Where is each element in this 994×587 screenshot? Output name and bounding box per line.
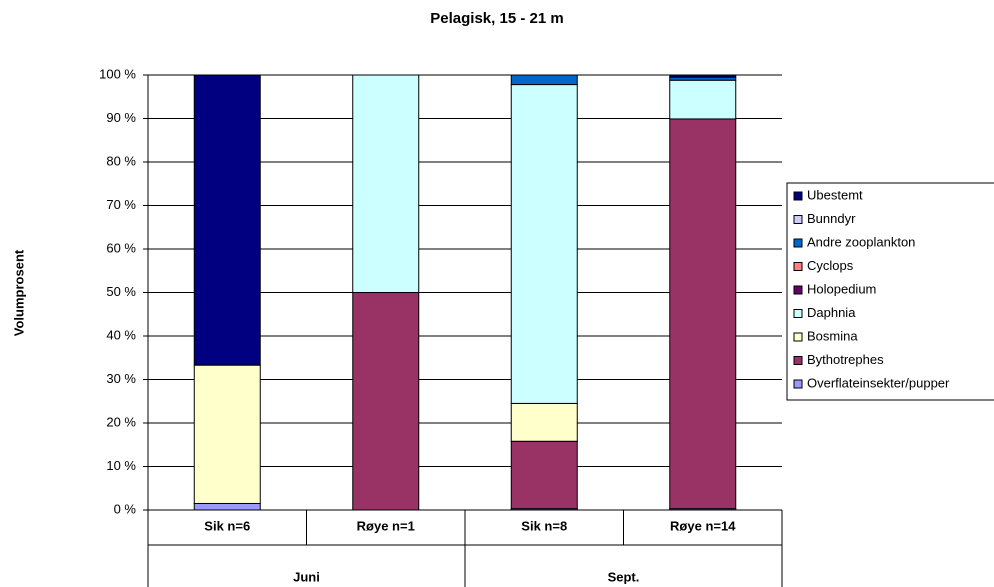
bar-segment xyxy=(510,74,578,86)
y-tick-label: 40 % xyxy=(106,327,136,342)
y-tick-label: 0 % xyxy=(114,501,137,516)
legend-label: Daphnia xyxy=(807,305,856,320)
x-tick-label: Røye n=14 xyxy=(670,518,736,533)
y-tick-label: 30 % xyxy=(106,371,136,386)
legend-label: Bosmina xyxy=(807,328,858,343)
legend-swatch xyxy=(793,332,803,342)
legend-label: Holopedium xyxy=(807,281,876,296)
bar-segment xyxy=(193,74,261,366)
legend-label: Andre zooplankton xyxy=(807,234,915,249)
x-tick-label: Sik n=8 xyxy=(521,518,567,533)
y-tick-label: 20 % xyxy=(106,414,136,429)
bar-segment xyxy=(352,74,420,293)
y-axis-label: Volumprosent xyxy=(11,249,26,336)
bar-segment xyxy=(510,402,578,442)
legend-label: Ubestemt xyxy=(807,187,863,202)
y-tick-label: 100 % xyxy=(99,66,136,81)
legend-swatch xyxy=(793,356,803,365)
chart-title: Pelagisk, 15 - 21 m xyxy=(430,10,563,27)
group-label: Juni xyxy=(293,569,320,584)
bar-segment xyxy=(193,502,261,511)
legend-swatch xyxy=(793,238,803,248)
group-label: Sept. xyxy=(608,569,640,584)
legend-label: Cyclops xyxy=(807,258,854,273)
legend-swatch xyxy=(793,215,803,224)
legend-label: Bythotrephes xyxy=(807,352,884,367)
bar-segment xyxy=(193,364,261,504)
bar-segment xyxy=(352,292,420,511)
legend-swatch xyxy=(793,309,803,318)
y-tick-label: 60 % xyxy=(106,240,136,255)
bar-segment xyxy=(510,440,578,510)
legend-label: Overflateinsekter/pupper xyxy=(807,375,950,390)
y-tick-label: 10 % xyxy=(106,458,136,473)
legend-box xyxy=(786,182,994,401)
x-tick-label: Sik n=6 xyxy=(204,518,250,533)
legend-swatch xyxy=(793,191,803,201)
y-tick-label: 50 % xyxy=(106,284,136,299)
bar-segment xyxy=(669,118,737,510)
legend-label: Bunndyr xyxy=(807,211,856,226)
legend-swatch xyxy=(793,379,803,389)
bar-segment xyxy=(510,84,578,404)
legend-swatch xyxy=(793,262,803,271)
bar-segment xyxy=(669,79,737,120)
x-tick-label: Røye n=1 xyxy=(357,518,415,533)
y-tick-label: 70 % xyxy=(106,197,136,212)
bar-segment xyxy=(669,74,737,78)
y-tick-label: 80 % xyxy=(106,153,136,168)
y-tick-label: 90 % xyxy=(106,110,136,125)
legend-swatch xyxy=(793,285,803,295)
